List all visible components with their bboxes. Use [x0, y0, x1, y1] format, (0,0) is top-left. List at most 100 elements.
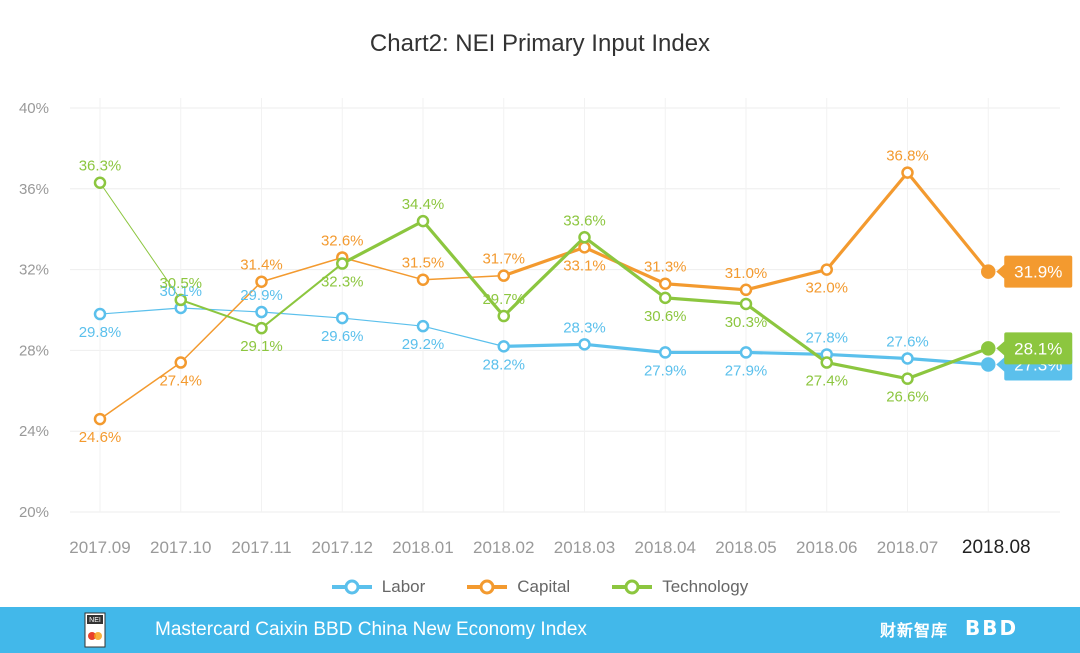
data-label-capital: 32.6%	[321, 232, 364, 249]
data-label-capital: 31.5%	[402, 255, 445, 272]
y-tick-label: 32%	[19, 262, 49, 279]
y-tick-label: 24%	[19, 423, 49, 440]
series-line-capital	[422, 274, 505, 281]
series-line-technology	[502, 235, 587, 318]
data-label-technology: 36.3%	[79, 158, 122, 175]
legend-swatch-capital	[467, 579, 508, 595]
data-label-capital: 24.6%	[79, 429, 122, 446]
data-point-technology	[174, 293, 187, 307]
data-label-capital: 27.4%	[159, 373, 202, 390]
series-line-labor	[180, 307, 263, 313]
end-badge-shape-capital	[996, 255, 1073, 288]
end-badge-shape-technology	[996, 332, 1073, 365]
end-badge-technology: 28.1%	[996, 332, 1073, 365]
line-chart: 20% 24% 28% 32% 36% 40% 2017.09 2017.10 2017.11 2…	[19, 98, 1073, 558]
series-line-capital	[582, 245, 667, 286]
data-label-technology: 33.6%	[563, 212, 606, 229]
data-label-labor: 27.8%	[805, 329, 848, 346]
series-line-labor	[502, 342, 587, 348]
bbd-logo: BBD	[965, 616, 1019, 640]
data-point-technology	[981, 341, 996, 356]
data-point-labor	[578, 338, 591, 351]
data-label-technology: 26.6%	[886, 389, 929, 406]
data-label-labor: 29.9%	[240, 287, 283, 304]
data-point-capital	[981, 264, 996, 279]
data-label-labor: 30.1%	[159, 283, 202, 300]
series-line-labor	[99, 307, 182, 315]
data-point-technology	[416, 214, 430, 228]
data-label-labor: 28.3%	[563, 319, 606, 336]
footer-title: Mastercard Caixin BBD China New Economy …	[155, 619, 587, 640]
y-tick-label: 20%	[19, 504, 49, 521]
series-line-technology	[340, 219, 425, 266]
data-label-labor: 29.2%	[402, 336, 445, 353]
data-point-capital	[659, 277, 672, 290]
legend-item-capital[interactable]: Capital	[467, 577, 570, 597]
series-line-labor	[260, 311, 343, 319]
series-line-technology	[825, 360, 910, 381]
legend-label-technology: Technology	[662, 577, 749, 596]
data-point-technology	[336, 257, 349, 270]
data-label-labor: 28.2%	[482, 356, 525, 373]
data-label-technology: 34.4%	[402, 196, 445, 213]
caixin-logo: 财新智库	[880, 623, 949, 640]
data-label-technology: 32.3%	[321, 274, 364, 291]
x-tick-label: 2018.03	[554, 538, 615, 557]
data-point-technology	[497, 309, 510, 323]
data-point-capital	[497, 269, 510, 282]
data-point-capital	[901, 166, 914, 179]
data-label-capital: 33.1%	[563, 257, 606, 274]
x-tick-label: 2018.04	[635, 538, 696, 557]
x-tick-label: 2018.02	[473, 538, 534, 557]
data-label-capital: 31.7%	[482, 251, 525, 268]
data-point-labor	[497, 340, 510, 353]
x-tick-label: 2018.06	[796, 538, 857, 557]
series-line-technology	[99, 182, 182, 301]
nei-logo-text: NEI	[89, 617, 101, 624]
series-line-capital	[99, 361, 182, 420]
x-tick-label: 2017.12	[312, 538, 373, 557]
data-point-labor	[739, 346, 753, 359]
series-line-technology	[905, 346, 990, 381]
x-tick-label: 2017.11	[231, 538, 291, 557]
series-line-labor	[341, 317, 424, 327]
data-point-technology	[739, 297, 753, 311]
data-point-labor	[901, 352, 914, 365]
series-line-capital	[663, 282, 748, 292]
data-label-technology: 27.4%	[805, 373, 848, 390]
data-label-technology: 30.5%	[159, 275, 202, 292]
end-badge-label-technology: 28.1%	[1014, 339, 1062, 358]
data-point-technology	[578, 231, 591, 244]
data-point-capital	[93, 412, 107, 426]
data-point-labor	[336, 311, 349, 325]
x-tick-label: 2018.05	[715, 538, 776, 557]
data-point-labor	[255, 305, 268, 319]
series-line-labor	[422, 325, 505, 347]
footer-banner: NEI Mastercard Caixin BBD China New Econ…	[0, 607, 1080, 653]
series-line-capital	[825, 171, 910, 272]
series-line-capital	[905, 171, 990, 274]
data-point-labor	[416, 319, 430, 333]
data-label-technology: 29.1%	[240, 338, 283, 355]
data-point-technology	[93, 176, 107, 189]
x-tick-label: 2017.10	[150, 538, 211, 557]
data-point-technology	[820, 356, 833, 369]
legend-label-labor: Labor	[381, 577, 426, 596]
chart-title: Chart2: NEI Primary Input Index	[369, 30, 711, 57]
data-label-capital: 32.0%	[805, 280, 848, 297]
data-label-labor: 29.6%	[321, 328, 364, 345]
legend-item-technology[interactable]: Technology	[612, 577, 748, 597]
nei-logo-icon: NEI	[84, 612, 106, 648]
x-tick-label: 2017.09	[69, 538, 130, 557]
data-point-technology	[901, 372, 914, 385]
legend-item-labor[interactable]: Labor	[331, 577, 426, 597]
series-line-technology	[421, 219, 506, 318]
y-tick-label: 36%	[19, 181, 49, 198]
series-line-labor	[825, 352, 910, 361]
chart-legend: Labor Capital Technology	[0, 577, 1080, 597]
data-label-capital: 31.0%	[725, 265, 768, 282]
data-label-technology: 29.7%	[482, 291, 525, 308]
data-point-labor	[659, 346, 672, 359]
series-line-capital	[744, 268, 829, 292]
series-line-capital	[341, 256, 424, 281]
